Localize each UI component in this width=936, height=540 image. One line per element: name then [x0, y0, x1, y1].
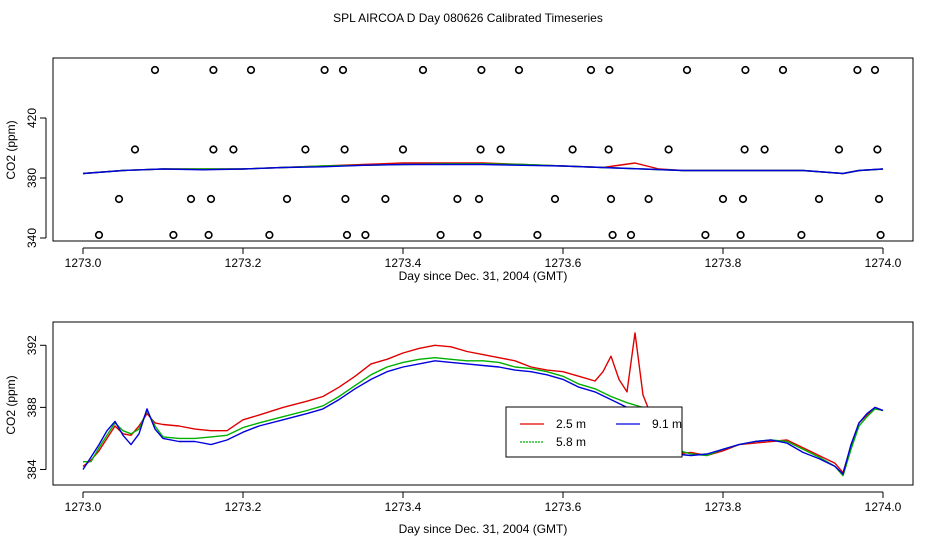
legend-label-9-1m: 9.1 m [652, 417, 682, 431]
flag-marker [342, 230, 352, 240]
flag-marker [760, 145, 769, 154]
legend-box [505, 406, 683, 458]
legend-label-5-8m: 5.8 m [556, 435, 586, 449]
flag-marker [186, 194, 196, 204]
flag-marker [664, 145, 673, 154]
flag-marker [568, 145, 577, 154]
flag-marker [741, 65, 750, 75]
flag-marker [626, 230, 636, 240]
flag-marker [476, 145, 485, 154]
flag-marker [477, 65, 486, 75]
flag-marker [246, 65, 256, 75]
x-tick-label: 1273.0 [65, 500, 102, 514]
flag-marker [876, 230, 885, 240]
flag-marker [682, 65, 692, 75]
flag-marker [150, 65, 160, 75]
flag-marker [606, 194, 616, 204]
bottom-panel: Day since Dec. 31, 2004 (GMT) CO2 (ppm) … [4, 321, 914, 536]
top-y-axis-label: CO2 (ppm) [4, 120, 18, 179]
flag-marker [398, 145, 408, 154]
legend-label-2-5m: 2.5 m [556, 417, 586, 431]
flag-marker [265, 230, 274, 240]
top-panel: Day since Dec. 31, 2004 (GMT) CO2 (ppm) … [4, 57, 914, 283]
y-tick-label: 392 [25, 335, 39, 355]
flag-marker [204, 230, 213, 240]
flag-marker [778, 65, 788, 75]
flag-marker [361, 230, 370, 240]
flag-marker [381, 194, 390, 204]
flag-marker [814, 194, 824, 204]
flag-marker [169, 230, 178, 240]
flag-marker [209, 65, 218, 75]
flag-marker [736, 230, 745, 240]
x-tick-label: 1274.0 [865, 256, 902, 270]
series-line-5-8-m-panel-1 [83, 357, 884, 477]
x-tick-label: 1274.0 [865, 500, 902, 514]
y-tick-label: 420 [25, 108, 39, 128]
flag-marker [282, 194, 292, 204]
flag-marker [206, 194, 216, 204]
flag-marker [320, 65, 329, 75]
flag-marker [586, 65, 596, 75]
flag-marker [436, 230, 445, 240]
flag-marker [209, 145, 218, 154]
flag-marker [341, 194, 350, 204]
x-tick-label: 1273.2 [225, 256, 262, 270]
flag-marker [496, 145, 505, 154]
y-tick-label: 388 [25, 397, 39, 417]
flag-marker [453, 194, 462, 204]
x-tick-label: 1273.4 [385, 256, 422, 270]
flag-marker [94, 230, 104, 240]
x-tick-label: 1273.4 [385, 500, 422, 514]
y-tick-label: 380 [25, 168, 39, 188]
x-tick-label: 1273.6 [545, 500, 582, 514]
flag-marker [533, 230, 542, 240]
flag-marker [701, 230, 710, 240]
flag-marker [604, 145, 613, 154]
flag-marker [605, 65, 614, 75]
flag-marker [130, 145, 140, 154]
bottom-plot-frame [52, 321, 914, 486]
flag-marker [870, 65, 880, 75]
flag-marker [874, 194, 884, 204]
bottom-y-axis-label: CO2 (ppm) [4, 375, 18, 434]
flag-marker [608, 230, 617, 240]
flag-marker [338, 65, 348, 75]
flag-marker [418, 65, 428, 75]
flag-marker [718, 194, 728, 204]
flag-marker [834, 145, 844, 154]
chart-title: SPL AIRCOA D Day 080626 Calibrated Times… [333, 11, 603, 25]
x-tick-label: 1273.6 [545, 256, 582, 270]
x-tick-label: 1273.8 [705, 500, 742, 514]
flag-marker [514, 65, 524, 75]
series-line-2-5-m-panel-1 [82, 332, 884, 474]
flag-marker [474, 194, 484, 204]
series-line-9-1-m-panel-0 [82, 163, 884, 175]
flag-marker [873, 145, 882, 154]
x-tick-label: 1273.0 [65, 256, 102, 270]
flag-marker [229, 145, 238, 154]
series-line-9-1-m-panel-1 [82, 360, 884, 475]
flag-marker [473, 230, 482, 240]
flag-marker [738, 194, 748, 204]
series-line-5-8-m-panel-0 [82, 163, 884, 175]
top-plot-frame [52, 57, 914, 242]
x-tick-label: 1273.8 [705, 256, 742, 270]
flag-marker [797, 230, 806, 240]
flag-marker [644, 194, 653, 204]
flag-marker [740, 145, 749, 154]
flag-marker [550, 194, 560, 204]
flag-marker [114, 194, 124, 204]
flag-marker [301, 145, 310, 154]
y-tick-label: 384 [25, 459, 39, 479]
top-x-axis-label: Day since Dec. 31, 2004 (GMT) [399, 269, 568, 283]
flag-marker [853, 65, 862, 75]
bottom-x-axis-label: Day since Dec. 31, 2004 (GMT) [399, 522, 568, 536]
y-tick-label: 340 [25, 228, 39, 248]
legend: 2.5 m 5.8 m 9.1 m [505, 406, 683, 458]
flag-marker [340, 145, 349, 154]
x-tick-label: 1273.2 [225, 500, 262, 514]
